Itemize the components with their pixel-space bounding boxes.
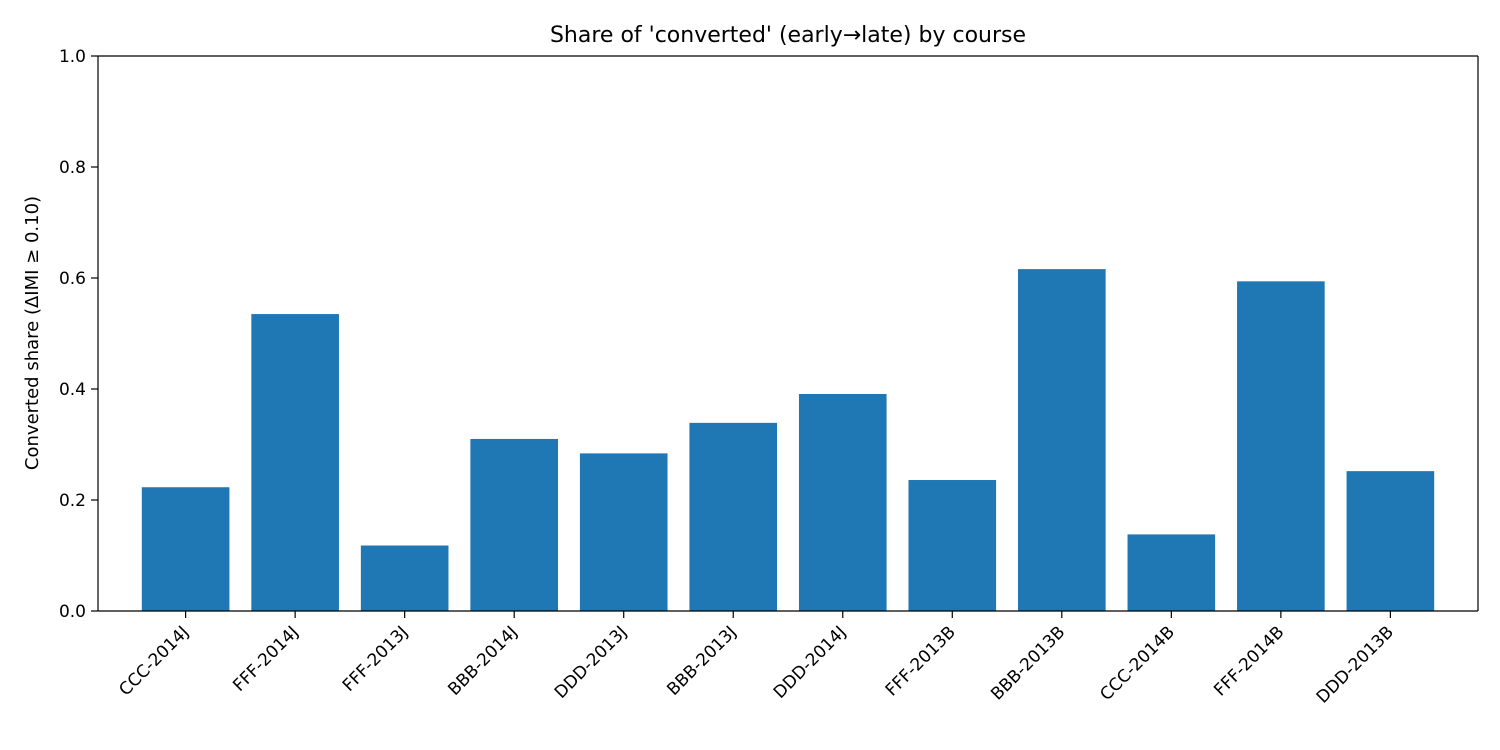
y-axis-label: Converted share (ΔIMI ≥ 0.10) <box>22 196 43 470</box>
bar-ddd-2014j <box>798 393 887 611</box>
bar-ccc-2014j <box>141 487 230 611</box>
bar-fff-2013j <box>360 545 449 611</box>
x-tick-label-fff-2014j: FFF-2014J <box>229 622 302 695</box>
y-ticks: 0.0 0.2 0.4 0.6 0.8 1.0 <box>59 47 98 622</box>
x-ticks: CCC-2014J FFF-2014J FFF-2013J BBB-2014J DDD-… <box>115 611 1398 707</box>
y-tick-label: 0.4 <box>59 380 86 400</box>
bar-ddd-2013b <box>1346 471 1435 611</box>
x-tick-label-fff-2013b: FFF-2013B <box>882 622 960 700</box>
x-tick-label-ccc-2014b: CCC-2014B <box>1096 622 1178 704</box>
x-tick-label-bbb-2013b: BBB-2013B <box>987 622 1069 704</box>
x-tick-label-ccc-2014j: CCC-2014J <box>115 622 193 700</box>
x-tick-label-ddd-2014j: DDD-2014J <box>770 622 850 702</box>
x-tick-label-ddd-2013b: DDD-2013B <box>1313 622 1398 707</box>
bars-layer <box>141 269 1435 611</box>
x-tick-label-ddd-2013j: DDD-2013J <box>551 622 631 702</box>
bar-fff-2014b <box>1237 281 1325 611</box>
bar-ccc-2014b <box>1127 534 1216 611</box>
x-tick-label-fff-2014b: FFF-2014B <box>1210 622 1288 700</box>
bar-fff-2013b <box>908 480 997 611</box>
bar-bbb-2013b <box>1018 269 1106 611</box>
y-tick-label: 0.6 <box>59 269 86 289</box>
x-tick-label-bbb-2013j: BBB-2013J <box>663 622 740 699</box>
bar-bbb-2013j <box>689 422 778 611</box>
x-tick-label-fff-2013j: FFF-2013J <box>339 622 412 695</box>
plot-frame <box>97 55 1479 612</box>
chart-title: Share of 'converted' (early→late) by cou… <box>550 23 1026 48</box>
bar-ddd-2013j <box>579 453 668 611</box>
y-tick-label: 0.0 <box>59 602 86 622</box>
y-tick-label: 0.8 <box>59 158 86 178</box>
x-tick-label-bbb-2014j: BBB-2014J <box>444 622 521 699</box>
bar-bbb-2014j <box>470 438 558 611</box>
y-tick-label: 0.2 <box>59 491 86 511</box>
bar-fff-2014j <box>251 314 339 611</box>
y-tick-label: 1.0 <box>59 47 86 67</box>
